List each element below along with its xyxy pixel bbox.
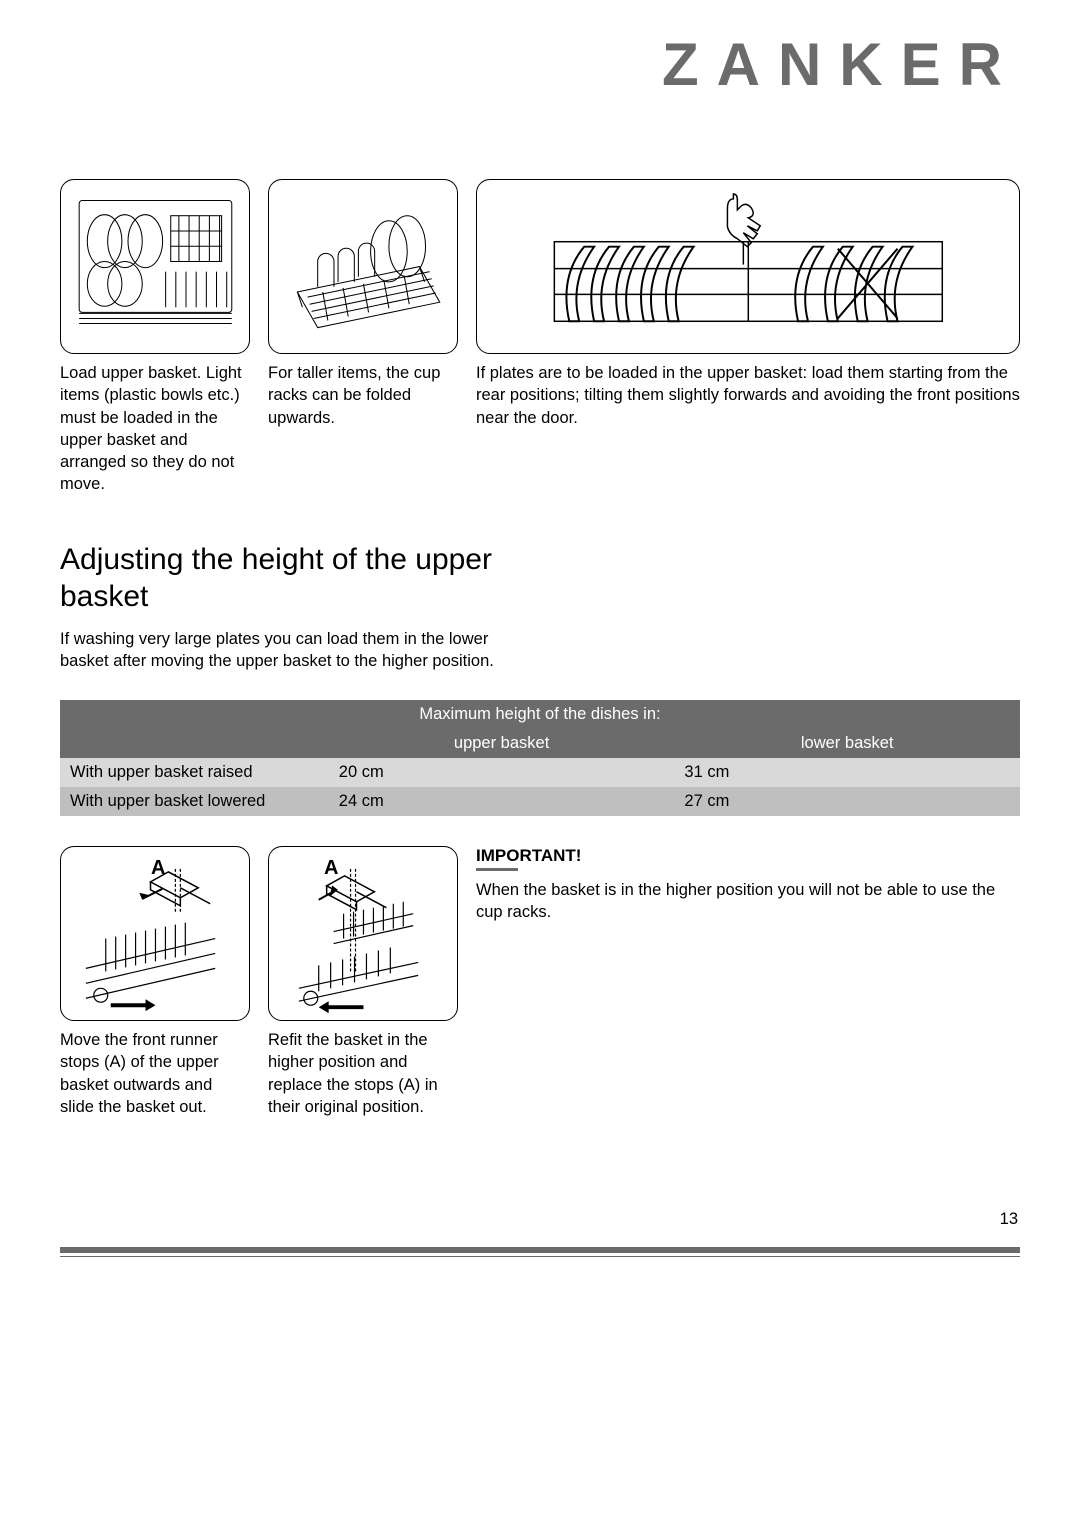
footer-thin-line	[60, 1256, 1020, 1257]
brand-text: ZANKER	[662, 31, 1020, 98]
brand-logo: ZANKER	[60, 30, 1020, 99]
figure-row-loading: Load upper basket. Light items (plastic …	[60, 179, 1020, 496]
cell-upper: 20 cm	[329, 758, 675, 787]
table-header-main: Maximum height of the dishes in:	[60, 700, 1020, 729]
important-label: IMPORTANT!	[476, 846, 1020, 866]
figure-block-3: If plates are to be loaded in the upper …	[476, 179, 1020, 429]
section-intro: If washing very large plates you can loa…	[60, 628, 500, 673]
figure-image-upper-basket-load	[60, 179, 250, 354]
figure-caption-3: If plates are to be loaded in the upper …	[476, 362, 1020, 429]
cell-lower: 27 cm	[674, 787, 1020, 816]
adjust-caption-2: Refit the basket in the higher position …	[268, 1029, 458, 1118]
adjust-row: A	[60, 846, 1020, 1118]
label-a: A	[151, 857, 165, 880]
adjust-block-1: A	[60, 846, 250, 1118]
adjust-image-refit: A	[268, 846, 458, 1021]
figure-caption-2: For taller items, the cup racks can be f…	[268, 362, 458, 429]
table-header-lower: lower basket	[674, 729, 1020, 758]
important-text: When the basket is in the higher positio…	[476, 879, 1020, 924]
figure-caption-1: Load upper basket. Light items (plastic …	[60, 362, 250, 496]
footer-bar	[60, 1247, 1020, 1253]
cell-lower: 31 cm	[674, 758, 1020, 787]
label-a: A	[324, 857, 338, 880]
page-number: 13	[60, 1210, 1020, 1229]
cell-label: With upper basket lowered	[60, 787, 329, 816]
table-header-upper: upper basket	[329, 729, 675, 758]
figure-block-1: Load upper basket. Light items (plastic …	[60, 179, 250, 496]
adjust-image-slide-out: A	[60, 846, 250, 1021]
adjust-caption-1: Move the front runner stops (A) of the u…	[60, 1029, 250, 1118]
table-row: With upper basket raised 20 cm 31 cm	[60, 758, 1020, 787]
cell-upper: 24 cm	[329, 787, 675, 816]
important-block: IMPORTANT! When the basket is in the hig…	[476, 846, 1020, 924]
page-footer: 13	[60, 1210, 1020, 1257]
adjust-block-2: A	[268, 846, 458, 1118]
figure-image-plates-loading	[476, 179, 1020, 354]
cell-label: With upper basket raised	[60, 758, 329, 787]
table-header-empty	[60, 729, 329, 758]
figure-block-2: For taller items, the cup racks can be f…	[268, 179, 458, 429]
figure-image-cup-racks	[268, 179, 458, 354]
table-row: With upper basket lowered 24 cm 27 cm	[60, 787, 1020, 816]
section-title-adjusting: Adjusting the height of the upper basket	[60, 541, 500, 616]
important-underline	[476, 868, 518, 871]
height-table: Maximum height of the dishes in: upper b…	[60, 700, 1020, 816]
